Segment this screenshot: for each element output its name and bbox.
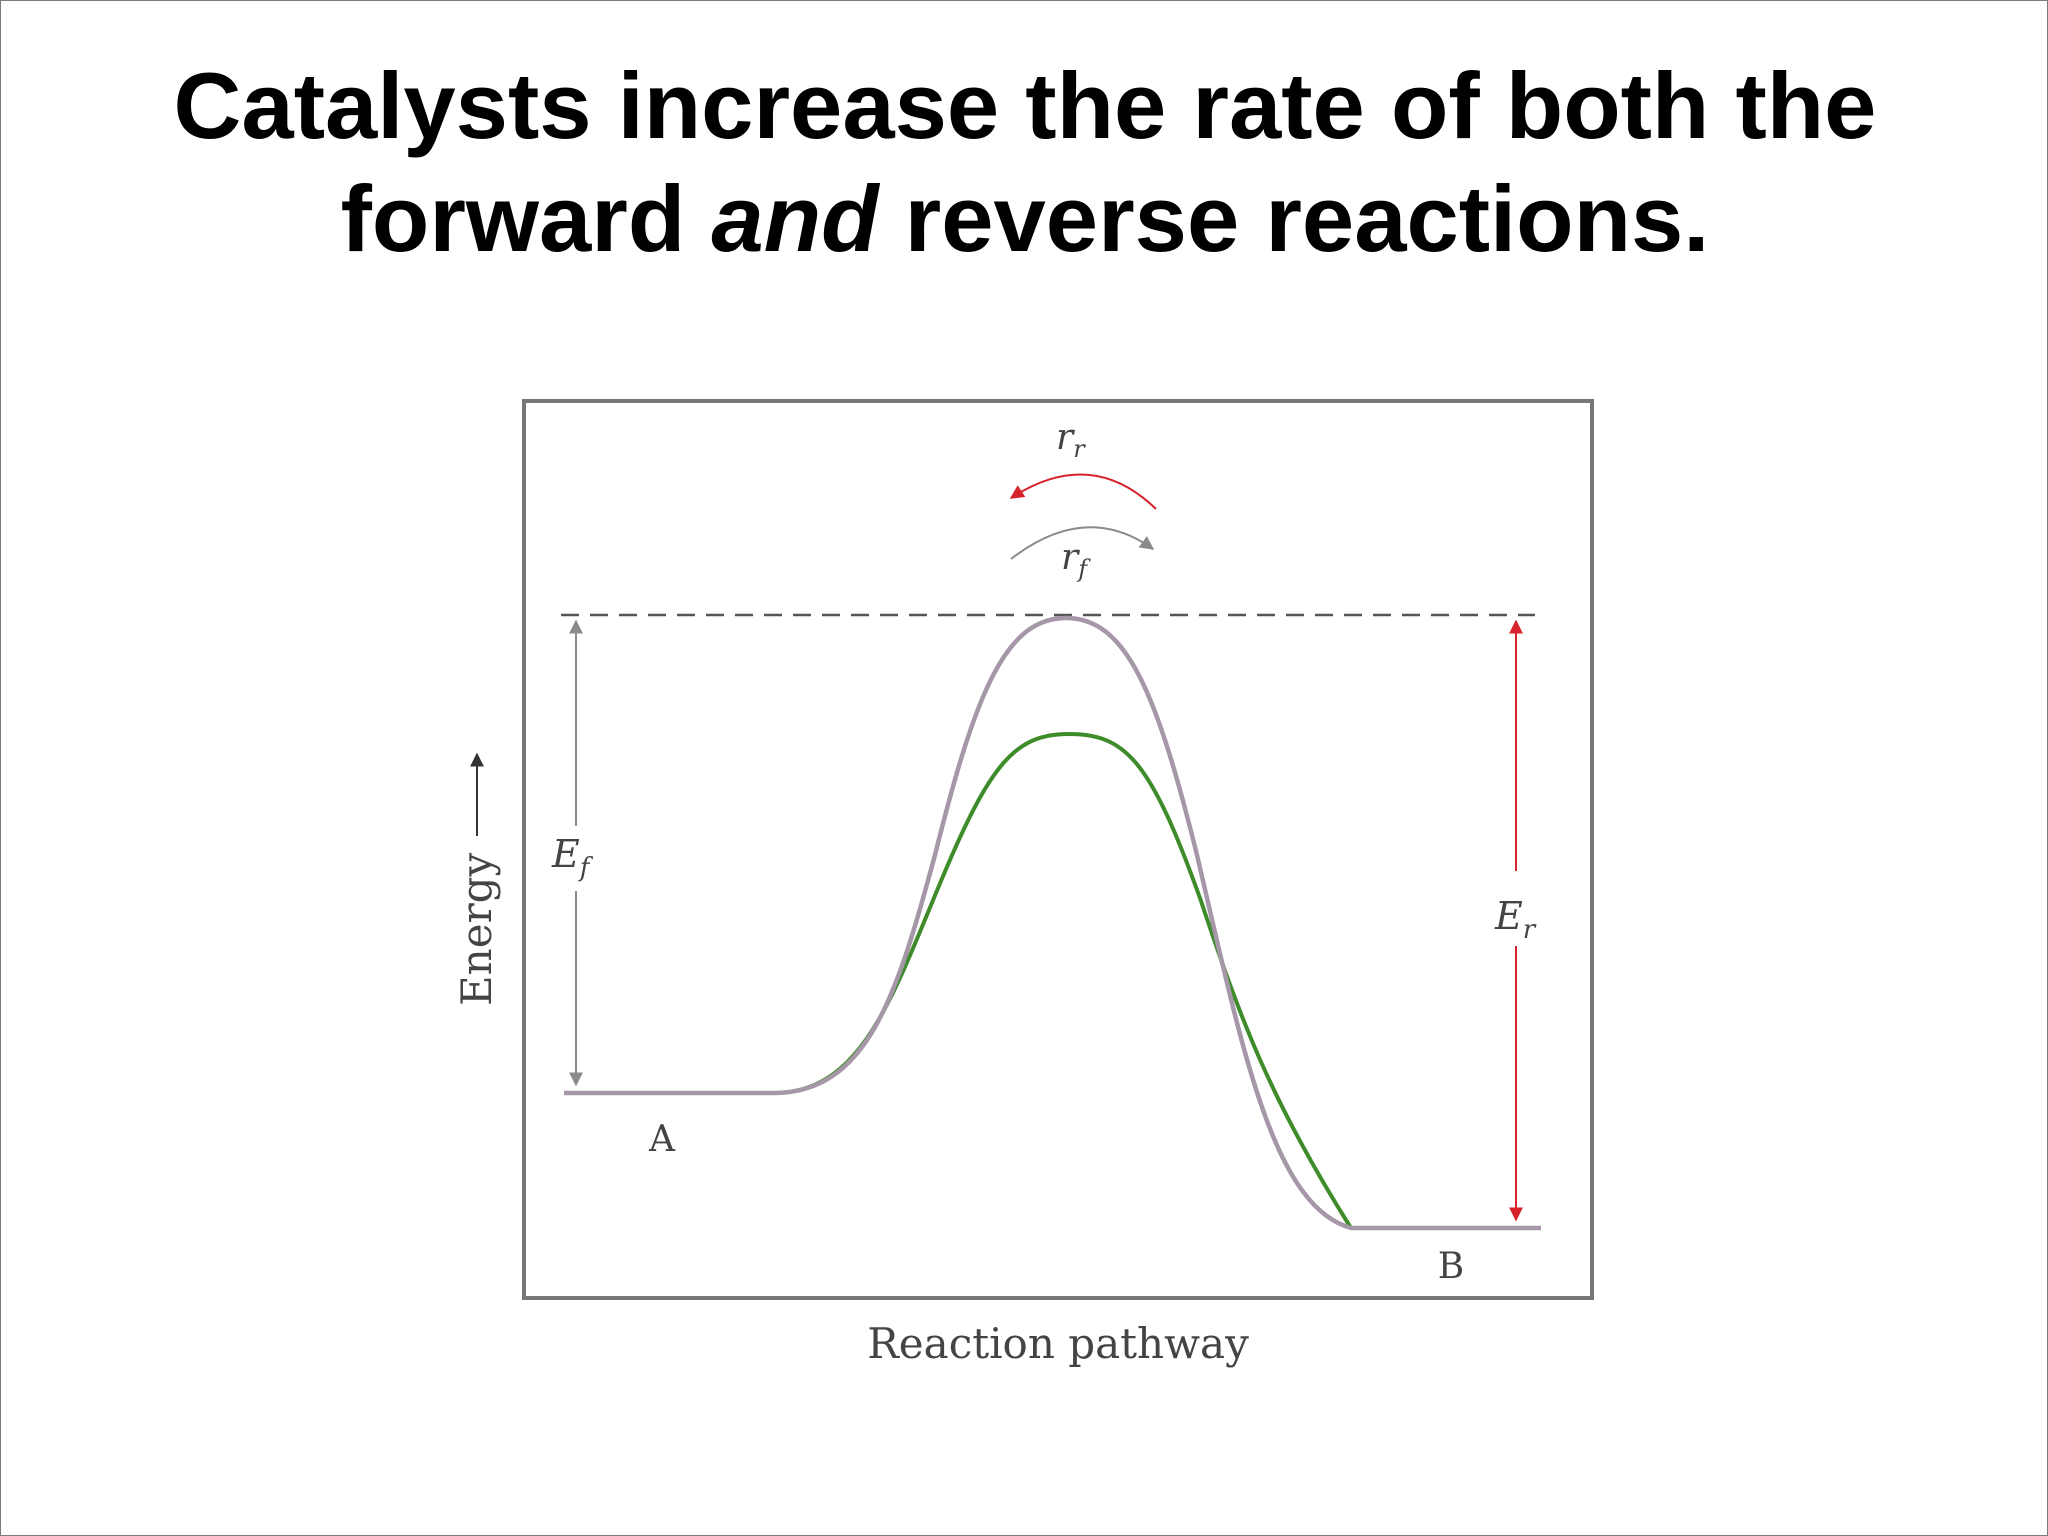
product-label: B xyxy=(1438,1246,1464,1287)
forward-rate-arrow xyxy=(1010,526,1155,560)
reverse-rate-label: rr xyxy=(1056,417,1086,463)
uncatalyzed-curve xyxy=(564,615,1541,1231)
y-axis-label-group: Energy xyxy=(452,752,501,1006)
forward-activation-label-bg xyxy=(551,826,601,891)
title-line-2-end: reverse reactions. xyxy=(878,166,1710,271)
reverse-activation-label-bg xyxy=(1491,871,1543,946)
forward-rate-label: rf xyxy=(1061,537,1091,583)
title-line-1: Catalysts increase the rate of both the xyxy=(173,53,1877,158)
y-axis-label: Energy xyxy=(452,852,501,1006)
title-line-2-start: forward xyxy=(340,166,712,271)
title-emphasis: and xyxy=(711,166,879,271)
title-line-2: forward and reverse reactions. xyxy=(1,162,2047,275)
catalyzed-curve xyxy=(775,731,1353,1230)
x-axis-label: Reaction pathway xyxy=(867,1319,1249,1368)
slide-title: Catalysts increase the rate of both the … xyxy=(1,49,2047,275)
plot-frame xyxy=(522,399,1594,1300)
reverse-rate-arrow xyxy=(1009,473,1157,510)
reverse-activation-label: Er xyxy=(1494,894,1537,945)
reactant-label: A xyxy=(648,1119,676,1160)
